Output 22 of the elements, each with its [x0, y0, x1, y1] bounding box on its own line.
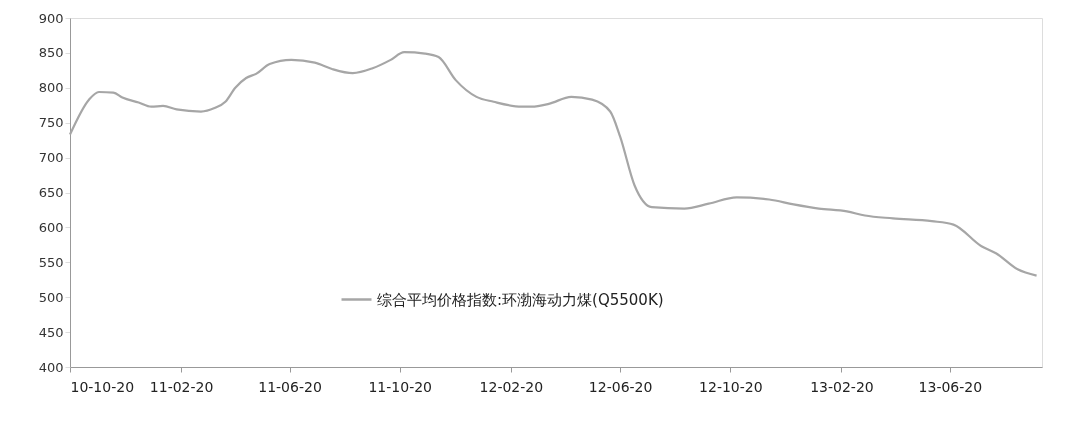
y-tick-label: 450: [38, 324, 64, 340]
x-tick-label: 11-06-20: [258, 378, 322, 395]
y-tick-label: 400: [38, 359, 64, 375]
y-tick-label: 500: [38, 289, 64, 305]
x-tick-label: 12-02-20: [479, 378, 544, 395]
y-tick-label: 650: [38, 185, 64, 200]
x-tick-label: 13-02-20: [810, 378, 874, 395]
x-tick-label: 11-02-20: [149, 378, 214, 395]
x-tick-label: 12-10-20: [699, 378, 763, 395]
x-tick-label: 10-10-20: [70, 378, 135, 395]
x-tick-label: 11-10-20: [368, 378, 432, 395]
legend-label: 综合平均价格指数:环渤海动力煤(Q5500K): [377, 290, 664, 309]
y-tick-label: 850: [38, 45, 64, 61]
y-tick-label: 550: [38, 254, 64, 270]
y-tick-label: 800: [38, 80, 64, 96]
y-tick-label: 900: [38, 10, 64, 26]
x-tick-label: 13-06-20: [918, 378, 983, 395]
y-tick-label: 600: [38, 219, 64, 235]
line-series: [68, 51, 1038, 277]
y-tick-label: 700: [38, 150, 64, 166]
y-tick-label: 750: [38, 115, 64, 131]
x-tick-label: 12-06-20: [588, 378, 653, 395]
